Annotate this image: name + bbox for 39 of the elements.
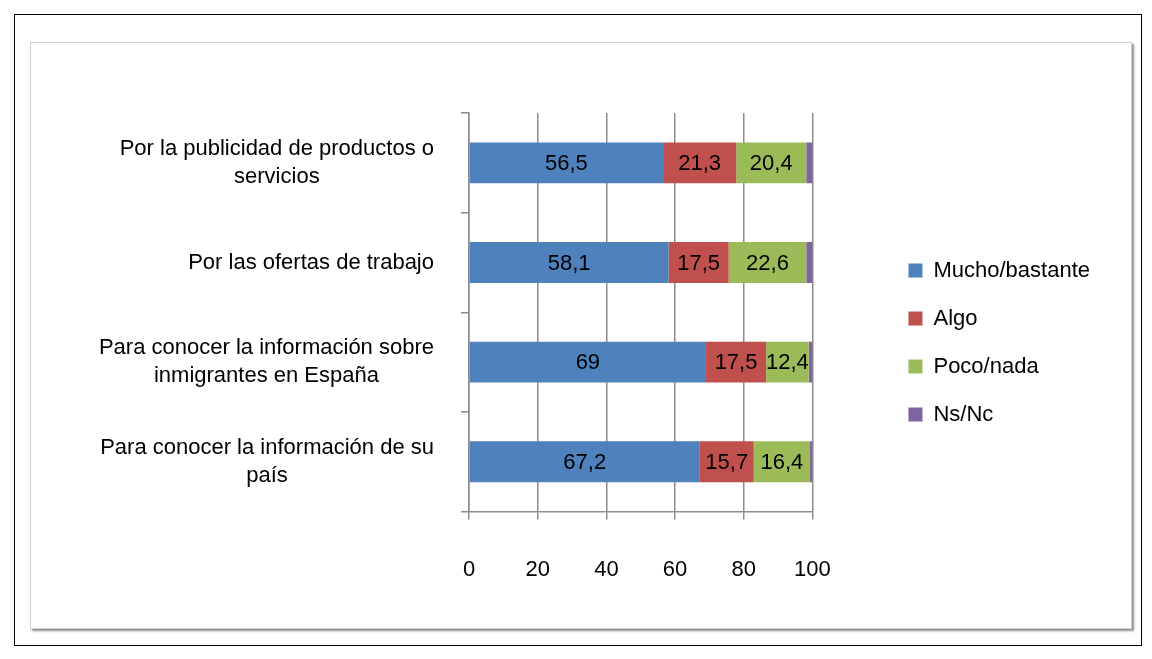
x-tick-label: 20 — [525, 555, 550, 581]
bar — [469, 242, 669, 283]
bar — [736, 142, 807, 184]
data-label: 17,5 — [714, 349, 758, 375]
bar — [705, 341, 767, 383]
bar — [699, 441, 754, 483]
data-label: 12,4 — [765, 349, 809, 375]
bar — [469, 142, 664, 184]
data-label: 21,3 — [678, 149, 722, 175]
x-tick-label: 0 — [462, 555, 476, 581]
legend-label: Algo — [933, 304, 978, 330]
data-label: 15,7 — [705, 448, 749, 474]
legend-label: Poco/nada — [933, 352, 1040, 378]
bar — [806, 142, 813, 184]
data-label: 17,5 — [677, 249, 721, 275]
legend-label: Mucho/bastante — [933, 256, 1090, 282]
data-label: 56,5 — [544, 149, 588, 175]
legend-label: Ns/Nc — [933, 400, 994, 426]
y-tick-label: Para conocer la información sobre inmigrantes en España — [98, 333, 434, 388]
data-label: 22,6 — [746, 249, 789, 275]
y-tick-label: Por la publicidad de productos o servicios — [119, 134, 435, 189]
data-label: 16,4 — [760, 448, 804, 474]
data-label: 67,2 — [563, 448, 607, 474]
x-tick-label: 100 — [794, 555, 831, 581]
data-label: 69 — [575, 349, 601, 375]
chart-frame: Mucho/bastante Algo Poco/nada Ns/Nc 0 20 40 60 80 100 56,5 58,1 69 67,2 21,3 17,5 17,5 15,7 20,4 22,6 12,4 16,4 Por la publicidad de productos o servicios Por las ofertas de trabajo Para conocer la información sobre inmigrantes en España Para conocer la información de su país — [30, 42, 1132, 629]
bar — [668, 242, 729, 283]
bar — [469, 341, 706, 383]
x-tick-label: 40 — [594, 555, 619, 581]
data-label: 20,4 — [749, 149, 793, 175]
y-tick-label: Por las ofertas de trabajo — [188, 248, 434, 274]
x-tick-label: 60 — [662, 555, 688, 581]
data-label: 58,1 — [547, 249, 591, 275]
bar — [469, 441, 700, 483]
bar — [663, 142, 737, 184]
x-tick-label: 80 — [731, 555, 757, 581]
y-tick-label: Para conocer la información de su país — [100, 433, 435, 488]
bar — [806, 242, 813, 283]
bar — [728, 242, 807, 283]
